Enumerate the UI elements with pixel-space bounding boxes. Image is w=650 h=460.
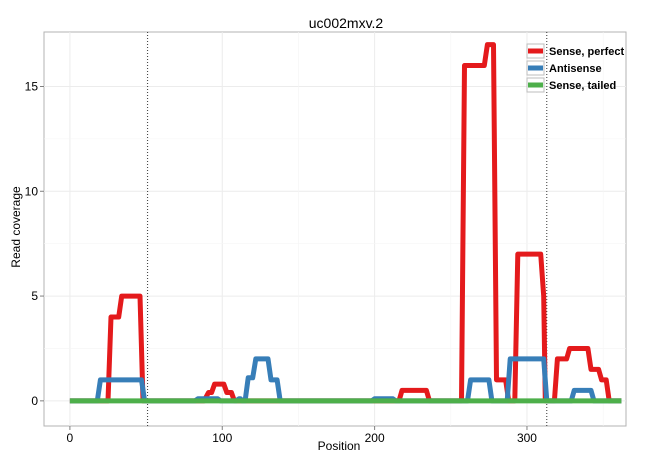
- y-axis-ticks: 0 5 10 15: [25, 79, 44, 408]
- legend: Sense, perfect Antisense Sense, tailed: [526, 43, 625, 93]
- x-axis-ticks: 0 100 200 300: [67, 426, 537, 445]
- chart-title: uc002mxv.2: [309, 15, 384, 31]
- y-axis-label: Read coverage: [9, 186, 23, 268]
- y-tick-label: 5: [31, 289, 38, 303]
- legend-label: Antisense: [549, 63, 602, 75]
- series-layer: [69, 42, 622, 404]
- y-tick-label: 15: [25, 79, 39, 93]
- x-tick-label: 100: [212, 431, 232, 445]
- x-tick-label: 300: [517, 431, 537, 445]
- legend-label: Sense, tailed: [549, 80, 616, 92]
- y-tick-label: 10: [25, 184, 39, 198]
- legend-label: Sense, perfect: [549, 46, 625, 58]
- x-axis-label: Position: [318, 439, 361, 453]
- x-tick-label: 200: [365, 431, 385, 445]
- y-tick-label: 0: [31, 394, 38, 408]
- x-tick-label: 0: [67, 431, 74, 445]
